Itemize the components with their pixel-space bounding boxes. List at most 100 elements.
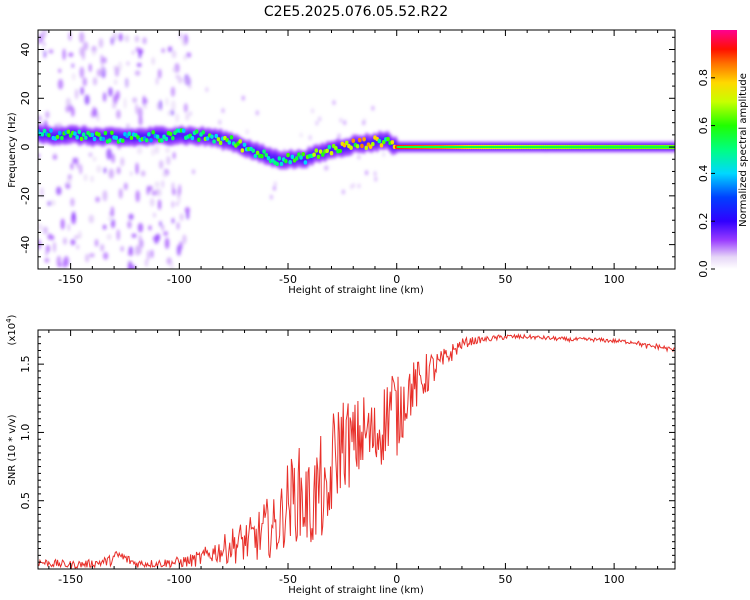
noise-mark [140, 239, 144, 248]
noise-mark [362, 120, 366, 126]
noise-mark [62, 237, 68, 245]
noise-mark [341, 189, 345, 195]
snr-panel: -150 -100 -50 0 50 100 0.5 1.0 1.5 Height of str… [5, 314, 676, 596]
ridge-point [168, 131, 173, 137]
noise-mark [357, 154, 361, 160]
ridge-point [79, 136, 84, 142]
ridge-point [338, 148, 342, 154]
noise-mark [132, 97, 138, 103]
snr-x-axis-label: Height of straight line (km) [288, 585, 424, 596]
noise-mark [47, 233, 53, 240]
noise-mark [106, 148, 112, 160]
noise-mark [149, 197, 155, 207]
noise-mark [315, 120, 319, 126]
ridge-point [316, 154, 321, 159]
noise-mark [100, 244, 105, 252]
noise-mark [107, 216, 113, 221]
ridge-point [214, 133, 219, 139]
spectrogram-x-axis-label: Height of straight line (km) [288, 285, 424, 296]
noise-mark [175, 74, 180, 79]
ridge-point [286, 152, 290, 158]
noise-mark [272, 185, 276, 191]
noise-mark [79, 46, 85, 57]
noise-mark [177, 76, 183, 84]
noise-mark [177, 197, 181, 204]
noise-mark [161, 179, 165, 189]
ridge-point [390, 140, 395, 145]
ridge-point [381, 139, 386, 145]
noise-mark [181, 37, 187, 47]
noise-mark [167, 46, 173, 53]
noise-mark [178, 184, 181, 196]
noise-mark [71, 72, 76, 81]
noise-mark [82, 77, 87, 87]
noise-mark [71, 211, 76, 221]
ridge-point [355, 144, 360, 149]
x-tick-label: -150 [58, 273, 83, 286]
noise-mark [96, 111, 100, 122]
noise-mark [70, 239, 76, 246]
ridge-point [242, 142, 247, 147]
noise-mark [382, 151, 386, 157]
ridge-point [92, 136, 97, 142]
noise-mark [176, 244, 182, 256]
noise-mark [189, 111, 193, 117]
ridge-point [77, 129, 82, 135]
noise-mark [172, 66, 177, 73]
noise-mark [179, 213, 184, 222]
noise-mark [62, 48, 66, 61]
ridge-point [149, 138, 153, 143]
spectrogram-y-axis-label: Frequency (Hz) [7, 112, 18, 188]
noise-mark [50, 199, 56, 206]
y-tick-label: -40 [19, 236, 32, 254]
noise-mark [76, 244, 80, 250]
noise-mark [108, 168, 115, 179]
ridge-point [371, 141, 375, 147]
noise-mark [45, 245, 51, 253]
x-tick-label: 0 [393, 573, 400, 586]
noise-mark [38, 115, 42, 122]
ridge-point [357, 137, 362, 143]
ridge-point [218, 140, 223, 146]
colorbar-gradient [711, 30, 737, 269]
ridge-point [55, 134, 60, 140]
noise-mark [154, 181, 160, 188]
noise-mark [183, 103, 188, 113]
noise-mark [114, 66, 120, 77]
noise-mark [134, 35, 140, 43]
noise-mark [157, 68, 162, 79]
ridge-point [49, 128, 53, 133]
noise-mark [182, 234, 187, 245]
noise-mark [157, 199, 162, 211]
noise-mark [60, 218, 65, 230]
noise-mark [167, 110, 171, 116]
noise-mark [142, 95, 146, 107]
ridge-point [266, 155, 271, 161]
noise-mark [89, 253, 95, 258]
noise-mark [110, 36, 114, 46]
y-tick-label: 20 [19, 91, 32, 105]
noise-mark [92, 156, 97, 162]
noise-mark [63, 255, 70, 267]
ridge-point [160, 138, 164, 143]
noise-mark [82, 41, 89, 51]
ridge-point [129, 135, 134, 141]
noise-mark [373, 171, 377, 177]
noise-mark [318, 116, 322, 122]
noise-mark [158, 99, 163, 111]
spectrogram-heatmap [38, 30, 675, 269]
ridge-point [386, 136, 390, 142]
noise-mark [102, 190, 108, 202]
ridge-point [297, 152, 301, 157]
noise-mark [134, 70, 141, 76]
noise-mark [151, 57, 155, 65]
noise-mark [112, 103, 117, 109]
ridge-point [360, 143, 364, 149]
noise-mark [308, 135, 312, 141]
y-tick-label: 40 [19, 43, 32, 57]
noise-mark [98, 38, 104, 49]
noise-mark [339, 117, 343, 123]
noise-mark [165, 97, 169, 107]
noise-mark [184, 206, 190, 214]
noise-mark [110, 206, 115, 218]
